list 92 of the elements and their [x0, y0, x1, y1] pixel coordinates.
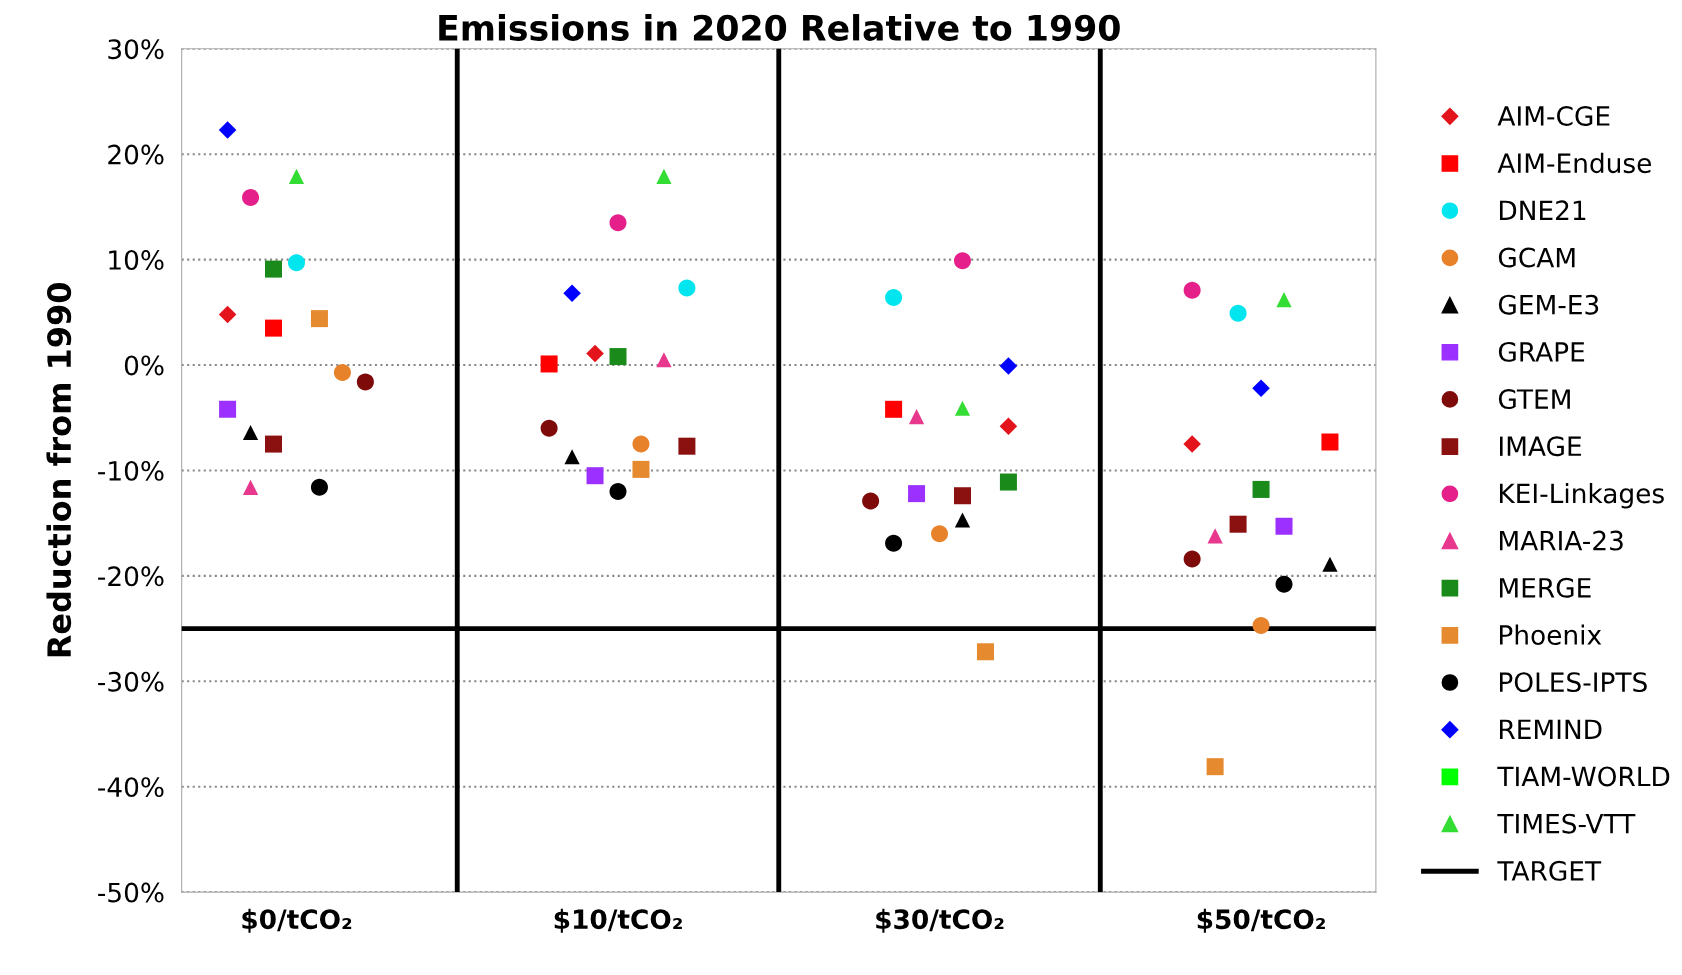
point — [1183, 435, 1201, 453]
point — [954, 400, 971, 416]
point — [218, 121, 237, 139]
legend-label: GTEM — [1498, 389, 1570, 410]
point — [218, 305, 237, 324]
point — [1229, 515, 1247, 533]
point — [288, 168, 305, 184]
point — [656, 168, 672, 184]
y-tick-label: -50% — [98, 882, 164, 903]
point — [1275, 575, 1293, 593]
point — [999, 357, 1018, 375]
y-tick-label: 0% — [124, 355, 164, 376]
point — [242, 424, 259, 441]
point — [586, 467, 604, 485]
point — [931, 525, 949, 543]
point — [356, 373, 374, 391]
point — [632, 435, 650, 453]
point — [1229, 304, 1247, 322]
y-axis-title: Reduction from 1990 — [46, 283, 72, 657]
point — [609, 348, 627, 366]
y-tick-label: 30% — [108, 39, 164, 60]
point — [632, 460, 650, 478]
legend-label: TIAM-WORLD — [1497, 766, 1670, 787]
point — [333, 363, 351, 381]
point — [999, 417, 1018, 435]
y-tick-label: -40% — [98, 777, 164, 798]
point — [885, 534, 903, 552]
x-tick-label: $50/tCO₂ — [1197, 908, 1325, 933]
point — [1183, 281, 1201, 299]
point — [219, 400, 237, 418]
point — [1252, 379, 1270, 397]
point — [609, 214, 627, 232]
point — [954, 512, 971, 528]
point — [265, 435, 283, 453]
legend-label: AIM-Enduse — [1497, 152, 1651, 174]
point — [242, 479, 259, 495]
point — [1252, 480, 1270, 498]
x-tick-label: $30/tCO₂ — [876, 908, 1004, 933]
y-tick-label: 20% — [108, 144, 164, 165]
point — [862, 492, 880, 510]
legend-label: REMIND — [1499, 719, 1602, 739]
legend-label: AIM-CGE — [1497, 106, 1610, 126]
point — [1206, 758, 1224, 776]
y-tick-label: -30% — [98, 671, 164, 692]
y-tick-label: -10% — [98, 460, 164, 481]
legend-label: KEI-Linkages — [1499, 482, 1664, 509]
point — [678, 437, 696, 455]
legend-label: GCAM — [1498, 247, 1575, 268]
legend-label: GEM-E3 — [1498, 294, 1599, 315]
point — [1321, 433, 1339, 451]
point — [656, 352, 672, 368]
point — [678, 279, 696, 297]
point — [1252, 616, 1270, 634]
point — [1183, 550, 1201, 568]
point — [242, 188, 260, 206]
legend-label: Phoenix — [1499, 624, 1602, 645]
point — [1275, 517, 1293, 535]
legend-label: MARIA-23 — [1499, 530, 1623, 551]
x-tick-label: $0/tCO₂ — [242, 908, 352, 933]
point — [609, 483, 627, 501]
point — [540, 355, 558, 373]
point — [908, 485, 926, 503]
point — [564, 449, 580, 465]
legend-label: MERGE — [1499, 577, 1591, 598]
x-tick-label: $10/tCO₂ — [554, 908, 682, 933]
point — [953, 487, 971, 505]
point — [586, 344, 604, 363]
point — [1276, 292, 1292, 308]
legend-label: POLES-IPTS — [1499, 672, 1647, 693]
legend-label: TIMES-VTT — [1497, 813, 1636, 834]
point — [540, 419, 558, 437]
y-tick-label: -20% — [98, 566, 164, 587]
point — [265, 260, 283, 278]
chart-title: Emissions in 2020 Relative to 1990 — [439, 14, 1120, 41]
point — [953, 252, 971, 270]
point — [563, 284, 581, 303]
point — [908, 409, 925, 425]
legend-label: GRAPE — [1498, 341, 1585, 362]
point — [287, 254, 305, 272]
point — [885, 400, 903, 418]
point — [1322, 556, 1338, 572]
point — [310, 478, 328, 496]
point — [1207, 528, 1223, 544]
legend-label: IMAGE — [1499, 436, 1581, 457]
y-tick-label: 10% — [109, 250, 164, 270]
point — [310, 310, 328, 328]
legend-label: DNE21 — [1499, 200, 1586, 220]
point — [999, 473, 1017, 491]
point — [976, 643, 994, 661]
legend-label: TARGET — [1497, 860, 1602, 881]
point — [265, 319, 283, 337]
point — [885, 289, 903, 307]
